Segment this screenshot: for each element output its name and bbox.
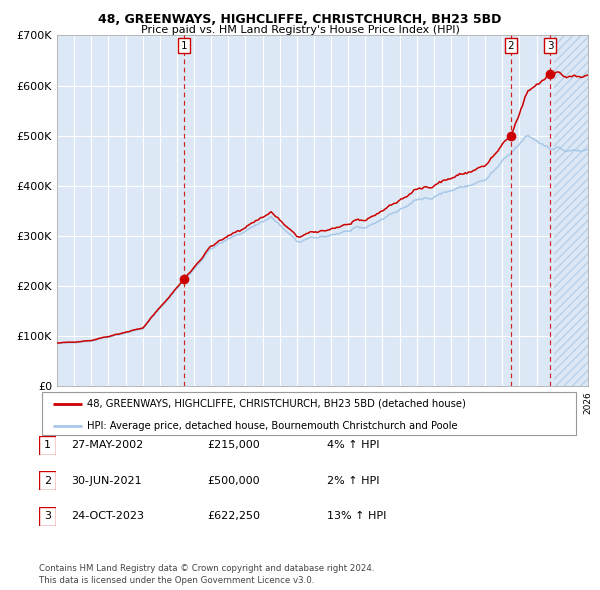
Text: 2: 2 — [508, 41, 514, 51]
Text: 1: 1 — [181, 41, 187, 51]
FancyBboxPatch shape — [39, 507, 56, 526]
Text: £500,000: £500,000 — [207, 476, 260, 486]
Text: £622,250: £622,250 — [207, 512, 260, 521]
Text: 13% ↑ HPI: 13% ↑ HPI — [327, 512, 386, 521]
Text: 1: 1 — [44, 441, 51, 450]
FancyBboxPatch shape — [39, 436, 56, 455]
Text: 30-JUN-2021: 30-JUN-2021 — [71, 476, 142, 486]
Text: 48, GREENWAYS, HIGHCLIFFE, CHRISTCHURCH, BH23 5BD (detached house): 48, GREENWAYS, HIGHCLIFFE, CHRISTCHURCH,… — [88, 399, 466, 409]
Text: £215,000: £215,000 — [207, 441, 260, 450]
Text: 3: 3 — [547, 41, 554, 51]
FancyBboxPatch shape — [42, 392, 576, 435]
Text: 2: 2 — [44, 476, 51, 486]
Text: 24-OCT-2023: 24-OCT-2023 — [71, 512, 144, 521]
FancyBboxPatch shape — [39, 471, 56, 490]
Text: Contains HM Land Registry data © Crown copyright and database right 2024.
This d: Contains HM Land Registry data © Crown c… — [39, 565, 374, 585]
Text: 3: 3 — [44, 512, 51, 521]
Text: 4% ↑ HPI: 4% ↑ HPI — [327, 441, 380, 450]
Text: 48, GREENWAYS, HIGHCLIFFE, CHRISTCHURCH, BH23 5BD: 48, GREENWAYS, HIGHCLIFFE, CHRISTCHURCH,… — [98, 13, 502, 26]
Text: Price paid vs. HM Land Registry's House Price Index (HPI): Price paid vs. HM Land Registry's House … — [140, 25, 460, 35]
Text: 2% ↑ HPI: 2% ↑ HPI — [327, 476, 380, 486]
Text: HPI: Average price, detached house, Bournemouth Christchurch and Poole: HPI: Average price, detached house, Bour… — [88, 421, 458, 431]
Text: 27-MAY-2002: 27-MAY-2002 — [71, 441, 143, 450]
